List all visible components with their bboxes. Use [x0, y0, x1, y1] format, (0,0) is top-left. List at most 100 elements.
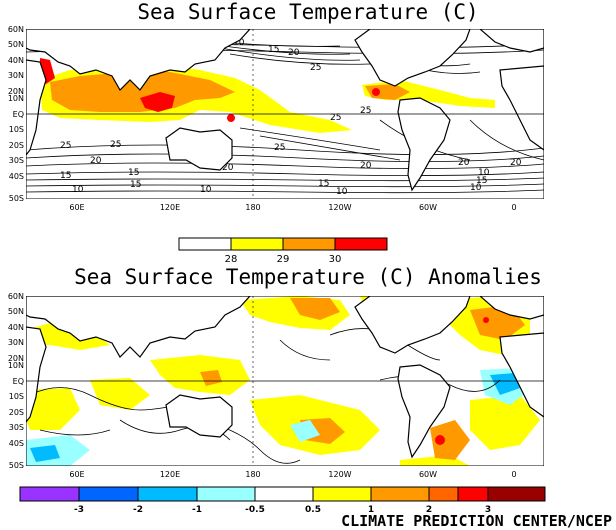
lat-label: 50N	[8, 307, 24, 316]
contour-label: 25	[360, 106, 371, 116]
lat-label: 50N	[8, 40, 24, 49]
lon-label: 120E	[160, 203, 180, 212]
anomaly-positive-3	[435, 317, 489, 445]
contour-label: 20	[288, 48, 300, 58]
lat-label: 30N	[8, 338, 24, 347]
legend-swatch	[178, 237, 232, 251]
africa-east-land	[499, 65, 544, 151]
lat-label: 40N	[8, 323, 24, 332]
contour-label: 25	[60, 141, 71, 151]
land-outlines-2	[26, 296, 544, 459]
warm-pool-red	[140, 92, 175, 112]
warm-pool-orange	[50, 72, 235, 112]
contour-label: 20	[458, 158, 470, 168]
sst-map-title: Sea Surface Temperature (C)	[137, 0, 479, 24]
legend-swatch	[370, 486, 430, 502]
anomaly-lat-labels: 60N 50N 40N 30N 20N 10N EQ 10S 20S 30S 4…	[8, 292, 24, 470]
warm-red-spot	[227, 114, 235, 122]
lon-label: 120E	[160, 470, 180, 479]
contour-label: 25	[110, 140, 121, 150]
legend-tick: -2	[133, 505, 143, 515]
lon-label: 60W	[419, 203, 437, 212]
legend-swatch	[457, 486, 489, 502]
contour-label: 25	[274, 143, 285, 153]
contour-label: 15	[60, 171, 71, 181]
africa-land	[26, 59, 47, 156]
north-america-land	[354, 296, 471, 354]
anomaly-lon-labels: 60E 120E 180 120W 60W 0	[69, 470, 516, 479]
warm-orange-east	[365, 84, 410, 100]
credit-label: CLIMATE PREDICTION CENTER/NCEP	[341, 512, 612, 530]
australia-land	[165, 127, 233, 171]
legend-tick: 29	[277, 254, 290, 265]
asia-land	[26, 296, 251, 358]
lon-label: 0	[511, 203, 516, 212]
lat-label: EQ	[13, 377, 24, 386]
legend-swatch	[487, 486, 546, 502]
legend-tick: 0.5	[305, 505, 321, 515]
contour-label: 15	[130, 180, 141, 190]
sst-legend-ticks: 28 29 30	[225, 254, 342, 265]
legend-swatch	[78, 486, 139, 502]
legend-swatch	[196, 486, 256, 502]
contour-label: 10	[200, 185, 212, 195]
legend-swatch	[334, 237, 388, 251]
legend-swatch	[137, 486, 198, 502]
europe-land	[479, 29, 544, 53]
sst-map: 10 15 20 25 25 25 20 15 10 25 20 15 10 2…	[26, 29, 544, 199]
lon-label: 0	[511, 470, 516, 479]
lat-label: 60N	[8, 25, 24, 34]
africa-east-land	[499, 332, 544, 418]
contour-label: 20	[222, 163, 234, 173]
legend-tick: 30	[329, 254, 342, 265]
contour-label: 10	[470, 183, 482, 193]
lat-label: 10N	[8, 94, 24, 103]
anomaly-negative-2	[30, 373, 520, 462]
contour-label: 10	[336, 187, 348, 197]
lat-label: 50S	[9, 194, 24, 203]
lat-label: 10N	[8, 361, 24, 370]
contour-label: 15	[128, 168, 139, 178]
anomaly-legend-ticks: -3 -2 -1 -0.5 0.5 1 2 3	[74, 505, 491, 515]
legend-tick: 1	[368, 505, 374, 515]
lon-label: 120W	[328, 470, 351, 479]
anomaly-legend	[19, 486, 546, 502]
contour-label: 25	[310, 63, 321, 73]
contour-label: 20	[510, 158, 522, 168]
contour-label: 15	[476, 176, 487, 186]
lat-label: 50S	[9, 461, 24, 470]
warm-red-east	[372, 88, 380, 96]
lat-label: 40S	[9, 439, 24, 448]
north-america-land	[354, 29, 471, 87]
lat-label: 40N	[8, 56, 24, 65]
legend-swatch	[312, 486, 372, 502]
legend-tick: 3	[485, 505, 491, 515]
anomaly-map	[26, 296, 544, 466]
anomaly-map-title: Sea Surface Temperature (C) Anomalies	[74, 265, 542, 289]
lat-label: 60N	[8, 292, 24, 301]
europe-land	[479, 296, 544, 320]
africa-land	[26, 326, 47, 423]
grid-2	[26, 296, 544, 466]
legend-tick: -0.5	[245, 505, 265, 515]
contour-label: 10	[72, 185, 84, 195]
legend-tick: -3	[74, 505, 84, 515]
lat-label: 20S	[9, 408, 24, 417]
lat-label: 20S	[9, 141, 24, 150]
lat-label: 30N	[8, 71, 24, 80]
lon-label: 180	[245, 470, 260, 479]
south-america-land	[397, 364, 451, 459]
legend-swatch	[230, 237, 284, 251]
contour-label: 10	[478, 168, 490, 178]
lat-label: 20N	[8, 354, 24, 363]
lon-label: 60E	[69, 470, 84, 479]
lat-label: 30S	[9, 423, 24, 432]
lat-label: 10S	[9, 392, 24, 401]
legend-tick: 2	[426, 505, 432, 515]
australia-land	[165, 394, 233, 438]
legend-tick: -1	[192, 505, 202, 515]
lat-label: 40S	[9, 172, 24, 181]
contour-label: 20	[90, 156, 102, 166]
legend-swatch	[254, 486, 314, 502]
